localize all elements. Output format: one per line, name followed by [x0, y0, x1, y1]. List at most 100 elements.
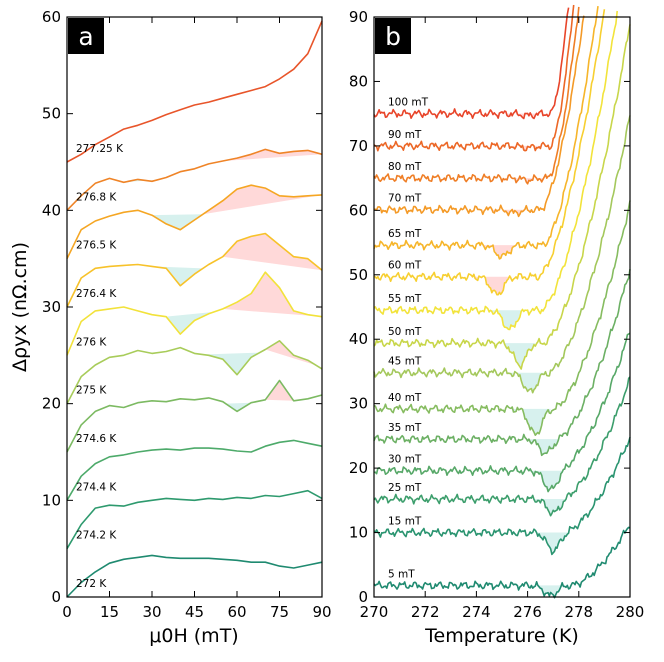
- shaded-region: [203, 185, 322, 215]
- panel-a-shading: [123, 149, 322, 412]
- x-tick-label: 30: [142, 603, 161, 621]
- series-line-80mt: [373, 6, 580, 185]
- shaded-region: [527, 585, 566, 598]
- curve-label: 30 mT: [388, 454, 422, 466]
- series-line-276.5k: [66, 184, 323, 260]
- y-tick-label: 40: [42, 201, 61, 219]
- panel-b-frame: [373, 16, 631, 598]
- shaded-region: [496, 343, 536, 369]
- curve-label: 5 mT: [388, 568, 415, 580]
- curve-label: 65 mT: [388, 228, 422, 240]
- curve-label: 274.2 K: [76, 530, 117, 542]
- series-line-275k: [66, 340, 323, 405]
- curve-label: 50 mT: [388, 326, 422, 338]
- panel-b-shading: [473, 113, 569, 598]
- y-tick-label: 80: [349, 72, 368, 90]
- curve-label: 15 mT: [388, 516, 422, 528]
- shaded-region: [225, 402, 252, 412]
- y-tick-label: 20: [42, 395, 61, 413]
- y-tick-label: 30: [42, 298, 61, 316]
- shaded-region: [522, 439, 561, 456]
- shaded-region: [123, 179, 158, 183]
- series-line-274.2k: [66, 489, 323, 550]
- series-line-65mt: [373, 5, 599, 260]
- shaded-region: [152, 214, 203, 230]
- curve-label: 276.4 K: [76, 288, 117, 300]
- shaded-region: [530, 532, 569, 555]
- series-line-276.8k: [66, 148, 323, 211]
- y-tick-label: 20: [349, 459, 368, 477]
- x-tick-label: 280: [616, 603, 645, 621]
- y-tick-label: 10: [349, 524, 368, 542]
- series-line-25mt: [373, 376, 631, 517]
- y-tick-label: 0: [51, 588, 61, 606]
- x-tick-label: 90: [312, 603, 331, 621]
- panel-a-ylabel: Δρyx (nΩ.cm): [9, 242, 31, 372]
- series-line-272k: [66, 554, 323, 598]
- shaded-region: [222, 272, 322, 317]
- series-line-70mt: [373, 15, 585, 218]
- panel-b: 5 mT 15 mT 25 mT 30 mT 35 mT 40 mT 45 mT 50 mT 5…: [349, 4, 644, 647]
- shaded-region: [512, 408, 551, 436]
- series-line-15mt: [373, 436, 631, 556]
- shaded-region: [486, 310, 526, 330]
- shaded-region: [222, 149, 322, 162]
- panel-b-letter: b: [385, 22, 401, 51]
- curve-label: 276.5 K: [76, 240, 117, 252]
- y-tick-label: 90: [349, 8, 368, 26]
- x-tick-label: 60: [227, 603, 246, 621]
- panel-a-letter: a: [78, 22, 93, 51]
- panel-b-series: [373, 4, 631, 599]
- x-tick-label: 15: [100, 603, 119, 621]
- series-line-60mt: [373, 9, 606, 296]
- series-line-90mt: [373, 4, 575, 152]
- panel-b-ticks: 270 272 274 276 278 280 0 10 20 30 40 50 60 70 80 90: [349, 8, 644, 621]
- x-tick-label: 0: [62, 603, 72, 621]
- series-line-100mt: [373, 7, 570, 120]
- curve-label: 276 K: [76, 336, 107, 348]
- x-tick-label: 75: [270, 603, 289, 621]
- series-line-40mt: [373, 200, 631, 436]
- y-tick-label: 50: [349, 266, 368, 284]
- series-line-35mt: [373, 268, 631, 457]
- panel-a: 272 K 274.2 K 274.4 K 274.6 K 275 K 276 K 276.…: [9, 8, 332, 647]
- curve-label: 100 mT: [388, 97, 429, 109]
- curve-label: 277.25 K: [76, 143, 124, 155]
- series-line-50mt: [373, 24, 631, 370]
- curve-label: 55 mT: [388, 293, 422, 305]
- x-tick-label: 278: [564, 603, 593, 621]
- curve-label: 40 mT: [388, 392, 422, 404]
- x-tick-label: 45: [185, 603, 204, 621]
- shaded-region: [166, 311, 215, 335]
- panel-a-xlabel: μ0H (mT): [149, 625, 238, 647]
- curve-label: 80 mT: [388, 161, 422, 173]
- series-line-55mt: [373, 10, 618, 331]
- panel-b-curve-labels: 5 mT 15 mT 25 mT 30 mT 35 mT 40 mT 45 mT 50 mT 5…: [388, 97, 429, 581]
- curve-label: 25 mT: [388, 482, 422, 494]
- y-tick-label: 40: [349, 330, 368, 348]
- curve-label: 35 mT: [388, 422, 422, 434]
- curve-label: 276.8 K: [76, 191, 117, 203]
- y-tick-label: 30: [349, 395, 368, 413]
- series-line-5mt: [373, 526, 631, 599]
- y-tick-label: 60: [42, 8, 61, 26]
- panel-a-letter-box: [68, 18, 104, 54]
- shaded-region: [265, 380, 294, 401]
- shaded-region: [530, 499, 569, 516]
- y-tick-label: 10: [42, 491, 61, 509]
- curve-label: 70 mT: [388, 193, 422, 205]
- shaded-region: [203, 352, 260, 375]
- panel-b-xlabel: Temperature (K): [424, 625, 579, 647]
- x-tick-label: 276: [513, 603, 542, 621]
- curve-label: 45 mT: [388, 356, 422, 368]
- panel-a-curve-labels: 272 K 274.2 K 274.4 K 274.6 K 275 K 276 K 276.…: [76, 143, 124, 590]
- y-tick-label: 0: [358, 588, 368, 606]
- x-tick-label: 272: [411, 603, 440, 621]
- y-tick-label: 70: [349, 137, 368, 155]
- shaded-region: [152, 266, 203, 286]
- series-line-274.4k: [66, 439, 323, 501]
- panel-b-letter-box: [375, 18, 411, 54]
- curve-label: 274.6 K: [76, 433, 117, 445]
- shaded-region: [507, 372, 546, 393]
